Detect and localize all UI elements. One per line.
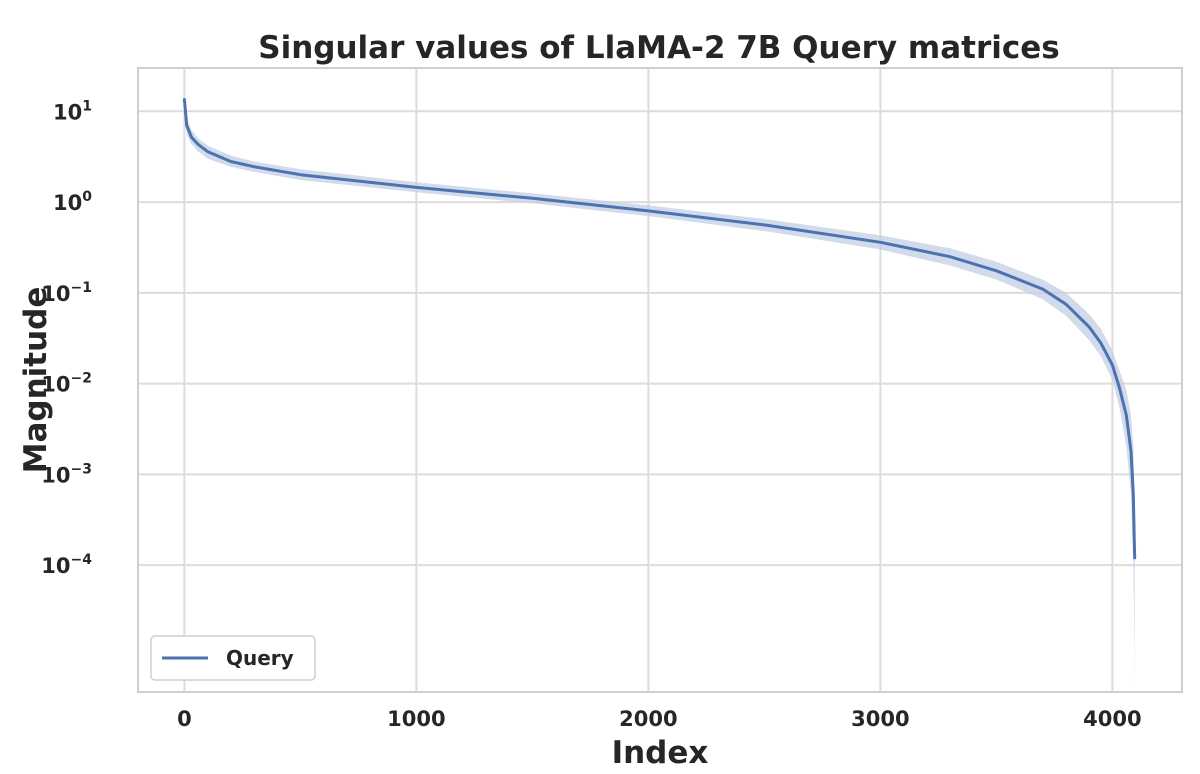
y-tick-label: 10−3	[41, 461, 92, 487]
y-axis-label: Magnitude	[18, 287, 54, 474]
y-tick-label: 10−2	[41, 371, 92, 397]
x-axis-label: Index	[612, 735, 709, 771]
x-tick-label: 4000	[1083, 707, 1141, 731]
chart-title: Singular values of LlaMA-2 7B Query matr…	[258, 30, 1059, 66]
y-tick-label: 10−4	[41, 552, 92, 578]
y-tick-labels: 101 100 10−1 10−2 10−3 10−4	[41, 98, 92, 578]
x-tick-labels: 0 1000 2000 3000 4000	[177, 707, 1142, 731]
y-tick-label: 10−1	[41, 280, 92, 306]
x-tick-label: 0	[177, 707, 192, 731]
legend-box	[150, 635, 316, 681]
x-tick-label: 3000	[851, 707, 909, 731]
x-tick-label: 2000	[619, 707, 677, 731]
grid-layer	[138, 68, 1182, 692]
y-tick-label: 100	[53, 189, 92, 215]
series-line-layer	[182, 98, 1137, 560]
y-tick-label: 101	[53, 98, 92, 124]
x-tick-label: 1000	[387, 707, 445, 731]
confidence-band-layer	[184, 95, 1135, 684]
legend-label-query: Query	[226, 646, 294, 670]
legend: Query	[150, 635, 316, 681]
series-band-query	[184, 95, 1135, 684]
plot-frame	[137, 67, 1183, 693]
series-line-query	[182, 98, 1137, 560]
